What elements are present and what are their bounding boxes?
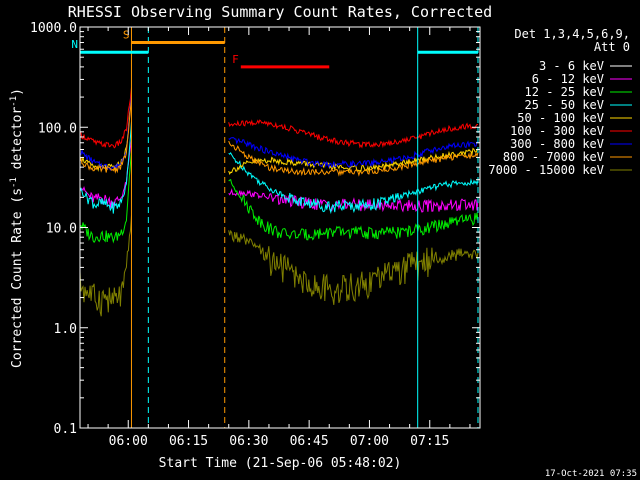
y-tick-label: 100.0 xyxy=(38,121,77,136)
y-axis-label: Corrected Count Rate (s-1 detector-1) xyxy=(9,88,25,368)
x-axis-ticks: 06:00 06:15 06:30 06:45 07:00 07:15 xyxy=(87,27,471,449)
state-label: N xyxy=(71,38,78,51)
series-line xyxy=(228,147,479,175)
series-line xyxy=(228,188,479,213)
legend-label: 50 - 100 keV xyxy=(517,111,604,125)
x-tick-label: 07:15 xyxy=(410,434,449,449)
series-line xyxy=(228,140,479,177)
y-tick-label: 1.0 xyxy=(54,322,77,337)
x-axis-label: Start Time (21-Sep-06 05:48:02) xyxy=(159,456,402,471)
state-label: F xyxy=(232,53,239,66)
y-axis-label-mid: detector xyxy=(10,107,25,178)
legend-label: 12 - 25 keV xyxy=(525,85,604,99)
series-line xyxy=(79,149,132,244)
y-axis-label-end: ) xyxy=(10,88,25,96)
legend-label: 6 - 12 keV xyxy=(532,72,604,86)
series-layer xyxy=(79,87,479,317)
series-line xyxy=(228,137,479,169)
series-line xyxy=(228,179,479,241)
state-label: S xyxy=(123,29,130,42)
x-tick-label: 07:00 xyxy=(350,434,389,449)
series-line xyxy=(79,99,132,174)
x-tick-label: 06:45 xyxy=(290,434,329,449)
y-axis-label-sup2: -1 xyxy=(9,96,19,107)
y-axis-label-sup1: -1 xyxy=(9,177,19,188)
y-tick-label: 0.1 xyxy=(54,422,77,437)
x-tick-label: 06:30 xyxy=(229,434,268,449)
series-line xyxy=(228,229,479,305)
legend-label: 300 - 800 keV xyxy=(510,137,604,151)
footer-timestamp: 17-Oct-2021 07:35 xyxy=(545,469,637,479)
legend-label: 3 - 6 keV xyxy=(539,59,604,73)
series-line xyxy=(79,121,132,214)
chart-title: RHESSI Observing Summary Count Rates, Co… xyxy=(68,3,492,21)
legend-label: 100 - 300 keV xyxy=(510,124,604,138)
x-tick-label: 06:15 xyxy=(169,434,208,449)
series-line xyxy=(228,119,478,149)
legend-header-2: Att 0 xyxy=(594,40,630,54)
y-axis-label-main: Corrected Count Rate (s xyxy=(10,188,25,368)
series-line xyxy=(79,140,132,209)
x-tick-label: 06:00 xyxy=(109,434,148,449)
legend-label: 7000 - 15000 keV xyxy=(488,163,604,177)
series-line xyxy=(228,151,479,215)
y-tick-label: 10.0 xyxy=(46,222,77,237)
legend-label: 25 - 50 keV xyxy=(525,98,604,112)
series-line xyxy=(79,215,132,317)
legend-label: 800 - 7000 keV xyxy=(503,150,604,164)
legend-header-1: Det 1,3,4,5,6,9, xyxy=(514,27,630,41)
y-axis-ticks: 1000.0 100.0 10.0 1.0 0.1 xyxy=(30,21,480,437)
y-tick-label: 1000.0 xyxy=(30,21,77,36)
series-line xyxy=(79,87,132,149)
